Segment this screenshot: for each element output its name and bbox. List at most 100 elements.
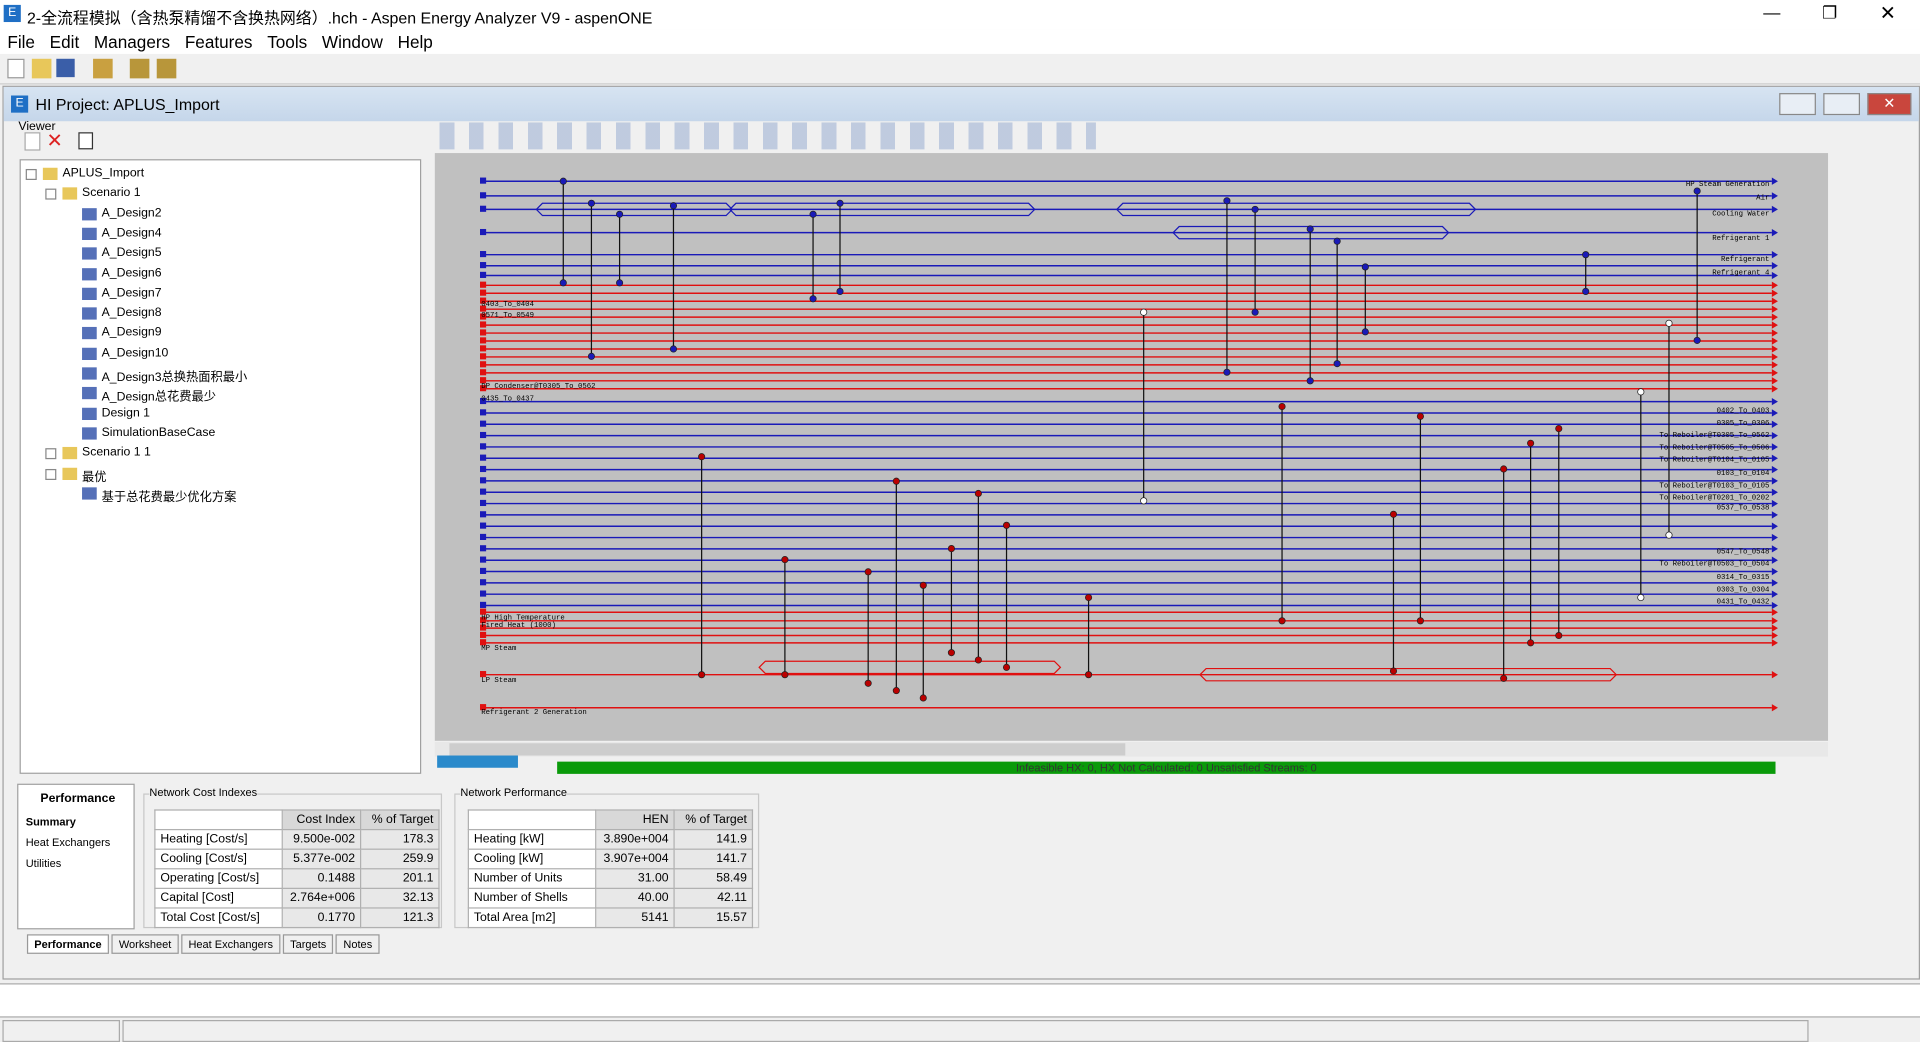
save-button[interactable] — [56, 58, 75, 78]
menu-item[interactable]: Managers — [93, 31, 171, 52]
tab[interactable]: Worksheet — [111, 934, 179, 954]
exchanger[interactable] — [864, 679, 872, 687]
exchanger[interactable] — [587, 352, 595, 360]
exchanger[interactable] — [1140, 308, 1148, 316]
exchanger[interactable] — [1085, 594, 1093, 602]
exchanger[interactable] — [1693, 187, 1701, 195]
exchanger[interactable] — [809, 295, 817, 303]
exchanger[interactable] — [1389, 667, 1398, 675]
menu-item[interactable]: Tools — [267, 31, 308, 52]
exchanger[interactable] — [974, 489, 982, 498]
exchanger[interactable] — [1416, 412, 1424, 420]
exchanger[interactable] — [1693, 336, 1701, 344]
exchanger[interactable] — [864, 568, 872, 576]
exchanger[interactable] — [1223, 368, 1231, 376]
exchanger[interactable] — [781, 556, 789, 564]
maximize-button[interactable] — [1823, 93, 1861, 116]
exchanger[interactable] — [947, 545, 955, 553]
open-button[interactable] — [31, 58, 52, 79]
exchanger[interactable] — [1002, 521, 1011, 529]
exchanger[interactable] — [1555, 425, 1563, 433]
exchanger[interactable] — [1333, 360, 1341, 368]
exchanger[interactable] — [1500, 465, 1508, 473]
expander[interactable] — [45, 188, 57, 200]
close-button[interactable]: ✕ — [1879, 3, 1897, 25]
exchanger[interactable] — [1555, 631, 1563, 640]
exchanger[interactable] — [1665, 531, 1673, 539]
exchanger[interactable] — [836, 287, 844, 295]
exchanger[interactable] — [587, 199, 595, 207]
expander[interactable] — [25, 168, 37, 181]
exchanger[interactable] — [947, 649, 955, 657]
stream-arrow — [1771, 409, 1778, 417]
exchanger[interactable] — [1306, 225, 1314, 233]
exchanger[interactable] — [892, 687, 900, 695]
tool-button[interactable] — [93, 58, 113, 79]
exchanger[interactable] — [616, 279, 624, 287]
tab[interactable]: Targets — [282, 934, 334, 954]
tab[interactable]: Performance — [26, 934, 110, 954]
menu-item[interactable]: Edit — [49, 31, 80, 52]
exchanger[interactable] — [1361, 328, 1369, 336]
exchanger[interactable] — [1416, 617, 1424, 625]
add-button[interactable] — [24, 132, 41, 151]
expander[interactable] — [45, 468, 57, 480]
exchanger[interactable] — [1527, 439, 1535, 447]
menu-item[interactable]: Features — [184, 31, 253, 52]
tool-button[interactable] — [129, 58, 150, 79]
exchanger[interactable] — [1637, 388, 1645, 396]
exchanger[interactable] — [1389, 510, 1398, 518]
exchanger[interactable] — [1333, 237, 1341, 245]
exchanger[interactable] — [974, 656, 982, 664]
exchanger[interactable] — [1582, 287, 1590, 295]
exchanger[interactable] — [781, 671, 789, 679]
exchanger[interactable] — [559, 177, 567, 185]
menu-item[interactable]: Window — [321, 31, 383, 52]
exchanger[interactable] — [1140, 497, 1148, 505]
exchanger[interactable] — [919, 581, 927, 589]
exchanger[interactable] — [1278, 617, 1286, 625]
tab[interactable]: Notes — [336, 934, 380, 954]
exchanger[interactable] — [1306, 377, 1314, 385]
exchanger[interactable] — [1582, 251, 1590, 259]
menu-item[interactable]: File — [7, 31, 35, 52]
exchanger[interactable] — [1527, 639, 1535, 647]
exchanger[interactable] — [1002, 663, 1011, 671]
copy-button[interactable] — [78, 132, 94, 150]
delete-button[interactable]: ✕ — [46, 131, 63, 152]
exchanger[interactable] — [669, 345, 678, 353]
list-item[interactable]: Heat Exchangers — [25, 836, 111, 849]
exchanger[interactable] — [1278, 402, 1286, 411]
exchanger[interactable] — [1223, 197, 1231, 205]
scroll-thumb[interactable] — [449, 743, 1126, 756]
minimize-button[interactable]: — — [1763, 2, 1781, 23]
expander[interactable] — [45, 448, 57, 460]
exchanger[interactable] — [1251, 205, 1259, 213]
list-item[interactable]: Utilities — [25, 857, 62, 870]
app-icon: E — [3, 4, 21, 23]
exchanger[interactable] — [836, 199, 844, 207]
exchanger[interactable] — [892, 477, 900, 485]
list-item[interactable]: Summary — [25, 815, 76, 828]
exchanger[interactable] — [698, 671, 706, 679]
exchanger[interactable] — [1637, 594, 1645, 602]
exchanger[interactable] — [1665, 319, 1673, 327]
exchanger[interactable] — [1500, 674, 1508, 682]
exchanger[interactable] — [919, 694, 927, 702]
zoom-buttons[interactable] — [437, 755, 518, 768]
tool-button[interactable] — [156, 58, 177, 79]
exchanger[interactable] — [809, 210, 817, 218]
exchanger[interactable] — [1251, 308, 1259, 316]
tab[interactable]: Heat Exchangers — [181, 934, 281, 954]
menu-item[interactable]: Help — [397, 31, 433, 52]
restore-button[interactable]: ❐ — [1822, 2, 1838, 23]
exchanger[interactable] — [1085, 671, 1093, 679]
exchanger[interactable] — [669, 202, 678, 210]
new-button[interactable] — [7, 58, 25, 79]
exchanger[interactable] — [559, 279, 567, 287]
exchanger[interactable] — [616, 210, 624, 218]
minimize-button[interactable] — [1779, 93, 1816, 116]
exchanger[interactable] — [1361, 263, 1369, 271]
close-button[interactable]: ✕ — [1867, 93, 1912, 116]
exchanger[interactable] — [698, 453, 706, 461]
